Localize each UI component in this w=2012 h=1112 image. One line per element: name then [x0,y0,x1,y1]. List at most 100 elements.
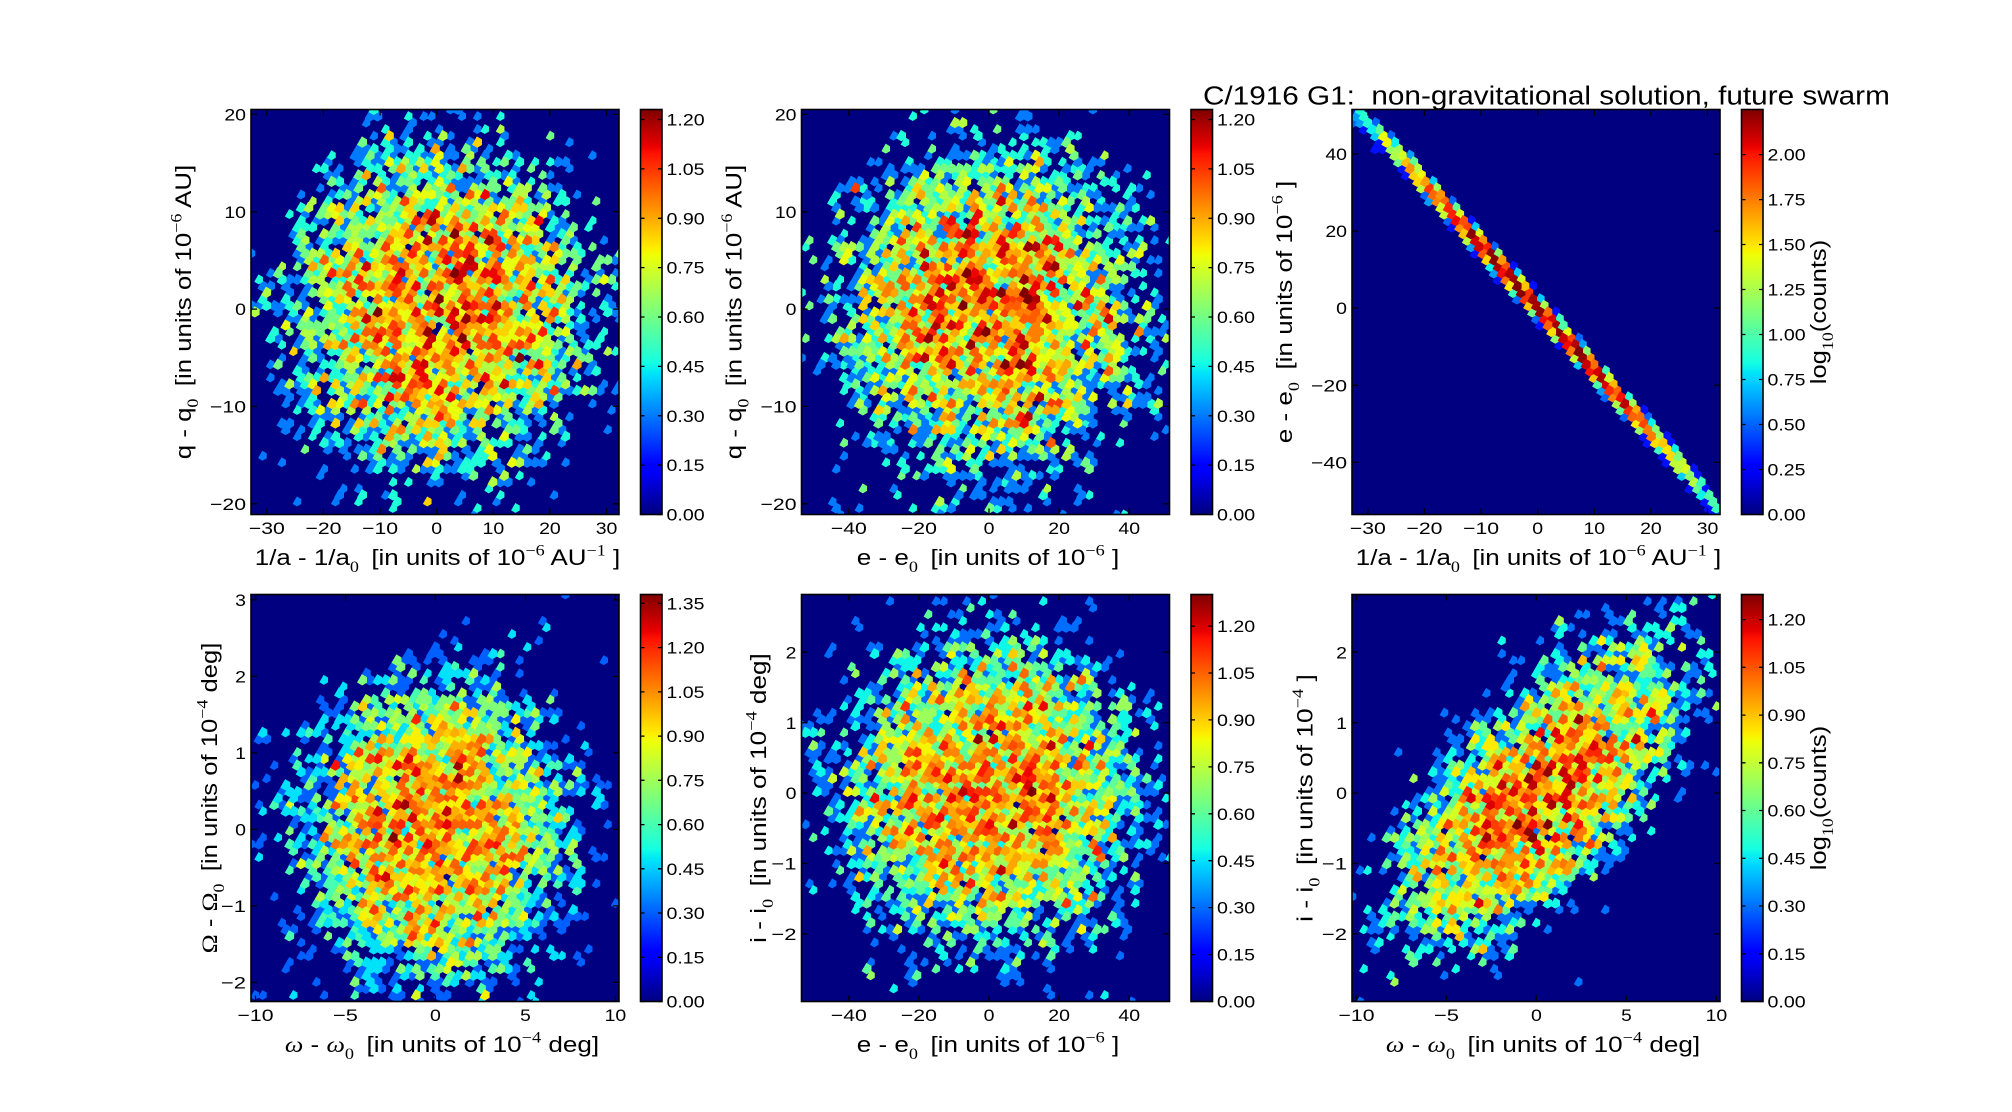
svg-text:0.15: 0.15 [667,455,705,475]
svg-text:0.45: 0.45 [1217,851,1255,871]
svg-text:40: 40 [1325,144,1347,164]
svg-text:0.15: 0.15 [1217,945,1255,965]
svg-text:0.60: 0.60 [1217,804,1255,824]
svg-text:1/a - 1/a0 [in units of 10−6: 1/a - 1/a0 [in units of 10−6 AU−1 ] [1356,542,1721,576]
svg-text:0.45: 0.45 [1217,357,1255,377]
svg-text:2: 2 [1336,643,1347,663]
svg-text:20: 20 [1048,1005,1070,1025]
svg-text:0.00: 0.00 [667,992,705,1011]
svg-text:1.20: 1.20 [667,110,705,129]
svg-text:10: 10 [605,1005,627,1025]
svg-text:1: 1 [235,743,246,763]
svg-text:1.05: 1.05 [1217,663,1255,683]
svg-text:10: 10 [482,518,504,538]
svg-text:0.45: 0.45 [667,859,705,879]
svg-text:0.90: 0.90 [667,726,705,745]
svg-text:−20: −20 [761,496,797,515]
svg-text:1.25: 1.25 [1768,280,1806,300]
svg-text:C/1916 G1: non-gravitational: C/1916 G1: non-gravitational solution, f… [1203,81,1890,110]
svg-text:1: 1 [1336,713,1347,733]
svg-text:0.15: 0.15 [1768,944,1806,964]
svg-text:0.90: 0.90 [1217,710,1255,729]
svg-text:0.15: 0.15 [667,948,705,968]
svg-text:−20: −20 [901,1007,937,1026]
svg-text:0.90: 0.90 [1217,209,1255,228]
svg-text:−30: −30 [249,520,285,539]
svg-text:0.30: 0.30 [1768,896,1806,915]
svg-text:0: 0 [235,820,246,840]
svg-text:2.00: 2.00 [1768,145,1806,164]
svg-text:0.60: 0.60 [1217,307,1255,327]
svg-text:−2: −2 [221,974,246,993]
svg-text:2: 2 [235,667,246,687]
svg-text:0.75: 0.75 [1217,258,1255,278]
svg-text:30: 30 [1697,518,1719,538]
svg-text:20: 20 [1048,518,1070,538]
svg-text:0.60: 0.60 [667,815,705,835]
svg-text:e - e0 [in units of 10−6 ]: e - e0 [in units of 10−6 ] [857,542,1120,576]
svg-text:log10(counts): log10(counts) [1807,726,1837,870]
svg-text:40: 40 [1118,518,1140,538]
svg-text:−10: −10 [210,398,246,417]
svg-text:1.05: 1.05 [1217,159,1255,179]
svg-text:0: 0 [235,299,246,319]
svg-text:−40: −40 [831,520,867,539]
svg-text:−5: −5 [333,1006,358,1025]
svg-text:Ω - Ω0 [in units of 10−4 deg]: Ω - Ω0 [in units of 10−4 deg] [193,643,227,954]
svg-text:0.75: 0.75 [667,771,705,791]
svg-text:−20: −20 [901,520,937,539]
svg-text:1.05: 1.05 [667,159,705,179]
svg-text:ω - ω0 [in units of 10−4 deg]: ω - ω0 [in units of 10−4 deg] [1386,1029,1700,1063]
svg-text:0.75: 0.75 [667,258,705,278]
svg-text:20: 20 [224,105,246,125]
svg-text:0.60: 0.60 [667,307,705,327]
svg-text:i - i0 [in units of 10−4 ]: i - i0 [in units of 10−4 ] [1289,674,1323,922]
svg-text:−2: −2 [771,925,796,944]
svg-text:−30: −30 [1350,520,1386,539]
svg-text:0: 0 [430,1005,441,1025]
svg-text:e - e0 [in units of 10−6 ]: e - e0 [in units of 10−6 ] [1269,181,1303,444]
svg-text:0.60: 0.60 [1768,801,1806,821]
svg-text:−1: −1 [771,855,796,874]
svg-text:q - q0 [in units of 10−6 AU]: q - q0 [in units of 10−6 AU] [168,165,202,459]
svg-text:−20: −20 [305,520,341,539]
svg-text:i - i0 [in units of 10−4 deg]: i - i0 [in units of 10−4 deg] [743,653,777,943]
svg-text:0.90: 0.90 [1768,705,1806,724]
svg-text:−40: −40 [1311,454,1347,473]
svg-text:40: 40 [1118,1005,1140,1025]
svg-text:0.25: 0.25 [1768,460,1806,480]
svg-text:0.30: 0.30 [1217,898,1255,917]
svg-text:0: 0 [984,1005,995,1025]
svg-text:0.15: 0.15 [1217,455,1255,475]
svg-text:2: 2 [786,643,797,663]
svg-text:0: 0 [984,518,995,538]
svg-text:0.75: 0.75 [1768,370,1806,390]
svg-text:10: 10 [224,202,246,222]
svg-text:−2: −2 [1322,925,1347,944]
svg-text:q - q0 [in units of 10−6 AU]: q - q0 [in units of 10−6 AU] [718,165,752,459]
svg-text:−20: −20 [1406,520,1442,539]
svg-text:0.00: 0.00 [667,505,705,524]
svg-text:0: 0 [1336,783,1347,803]
svg-text:−10: −10 [1463,520,1499,539]
svg-text:ω - ω0 [in units of 10−4 deg]: ω - ω0 [in units of 10−4 deg] [285,1029,599,1063]
svg-text:1.20: 1.20 [667,638,705,657]
svg-text:0: 0 [1531,1005,1542,1025]
svg-text:1.05: 1.05 [667,682,705,702]
svg-text:10: 10 [1583,518,1605,538]
svg-text:−20: −20 [1311,377,1347,396]
svg-text:0.30: 0.30 [667,406,705,425]
svg-text:0.75: 0.75 [1768,753,1806,773]
svg-text:−5: −5 [1434,1006,1459,1025]
svg-text:0.50: 0.50 [1768,415,1806,435]
svg-text:5: 5 [1621,1006,1632,1025]
svg-text:0.30: 0.30 [667,903,705,922]
svg-text:10: 10 [775,202,797,222]
svg-text:20: 20 [539,518,561,538]
svg-text:0: 0 [1532,518,1543,538]
svg-text:−20: −20 [210,496,246,515]
svg-text:5: 5 [520,1006,531,1025]
svg-text:20: 20 [1640,518,1662,538]
svg-text:0.30: 0.30 [1217,406,1255,425]
svg-text:−10: −10 [362,520,398,539]
